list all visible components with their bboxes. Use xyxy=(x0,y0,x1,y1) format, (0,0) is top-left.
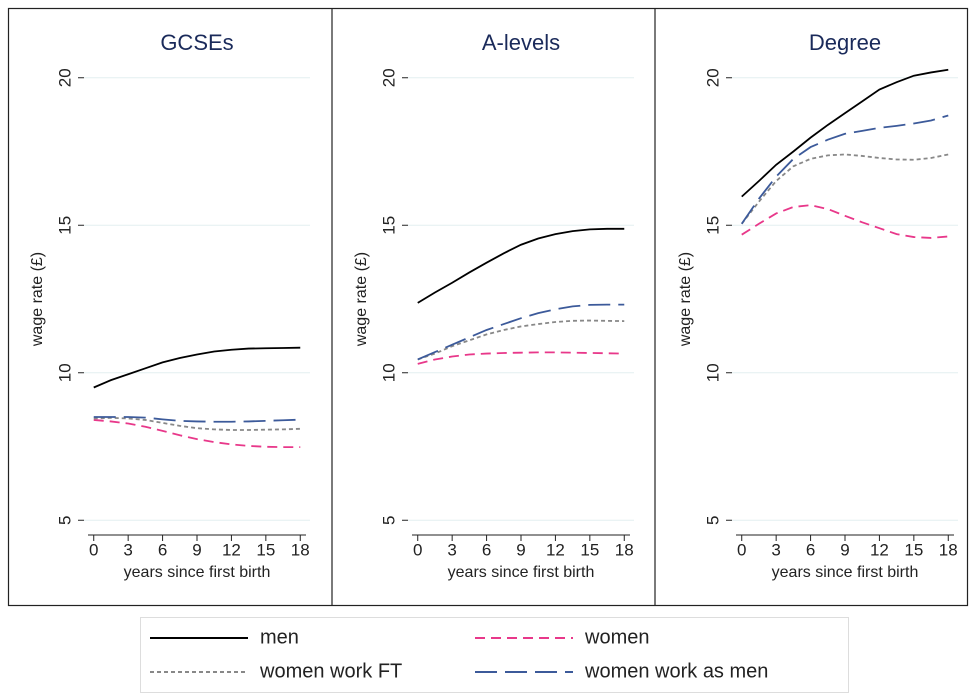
series-line xyxy=(417,227,625,304)
series-line xyxy=(417,303,625,361)
x-tick-label: 0 xyxy=(89,540,98,559)
x-tick-label: 6 xyxy=(806,540,815,559)
y-tick-label: 5 xyxy=(379,516,398,525)
x-tick-label: 3 xyxy=(771,540,780,559)
legend-label: women xyxy=(584,626,649,648)
y-tick-label: 10 xyxy=(55,363,74,382)
x-tick-label: 9 xyxy=(516,540,525,559)
x-tick-label: 6 xyxy=(482,540,491,559)
x-axis-title: years since first birth xyxy=(124,564,271,581)
series-line xyxy=(741,68,949,198)
y-tick-label: 15 xyxy=(703,216,722,235)
y-tick-label: 15 xyxy=(55,216,74,235)
x-tick-label: 15 xyxy=(904,540,923,559)
legend-label: women work as men xyxy=(584,660,768,682)
y-tick-label: 20 xyxy=(379,68,398,87)
series-line xyxy=(741,153,949,225)
x-tick-label: 18 xyxy=(939,540,958,559)
x-tick-label: 12 xyxy=(222,540,241,559)
x-axis-title: years since first birth xyxy=(448,564,595,581)
x-tick-label: 12 xyxy=(870,540,889,559)
y-tick-label: 20 xyxy=(703,68,722,87)
x-tick-label: 6 xyxy=(158,540,167,559)
x-tick-label: 3 xyxy=(447,540,456,559)
panel-title: A-levels xyxy=(482,30,560,55)
y-tick-label: 20 xyxy=(55,68,74,87)
x-tick-label: 15 xyxy=(580,540,599,559)
legend-label: men xyxy=(260,626,299,648)
x-tick-label: 0 xyxy=(413,540,422,559)
x-tick-label: 18 xyxy=(291,540,310,559)
x-tick-label: 3 xyxy=(123,540,132,559)
series-line xyxy=(417,319,625,361)
series-line xyxy=(93,346,301,389)
y-axis-title: wage rate (£) xyxy=(29,252,46,347)
y-axis-title: wage rate (£) xyxy=(677,252,694,347)
x-tick-label: 15 xyxy=(256,540,275,559)
legend-label: women work FT xyxy=(259,660,402,682)
panel-title: Degree xyxy=(809,30,881,55)
y-tick-label: 10 xyxy=(703,363,722,382)
series-line xyxy=(93,416,301,431)
series-line xyxy=(93,416,301,423)
y-tick-label: 5 xyxy=(55,516,74,525)
x-tick-label: 12 xyxy=(546,540,565,559)
y-tick-label: 5 xyxy=(703,516,722,525)
x-tick-label: 0 xyxy=(737,540,746,559)
series-line xyxy=(741,204,949,239)
y-axis-title: wage rate (£) xyxy=(353,252,370,347)
x-tick-label: 9 xyxy=(192,540,201,559)
panels-frame xyxy=(7,7,969,607)
x-axis-title: years since first birth xyxy=(772,564,919,581)
series-line xyxy=(740,114,949,225)
legend-box xyxy=(140,617,849,693)
y-tick-label: 15 xyxy=(379,216,398,235)
y-tick-label: 10 xyxy=(379,363,398,382)
panel-title: GCSEs xyxy=(160,30,233,55)
x-tick-label: 18 xyxy=(615,540,634,559)
series-line xyxy=(417,351,625,365)
x-tick-label: 9 xyxy=(840,540,849,559)
series-line xyxy=(93,419,301,448)
